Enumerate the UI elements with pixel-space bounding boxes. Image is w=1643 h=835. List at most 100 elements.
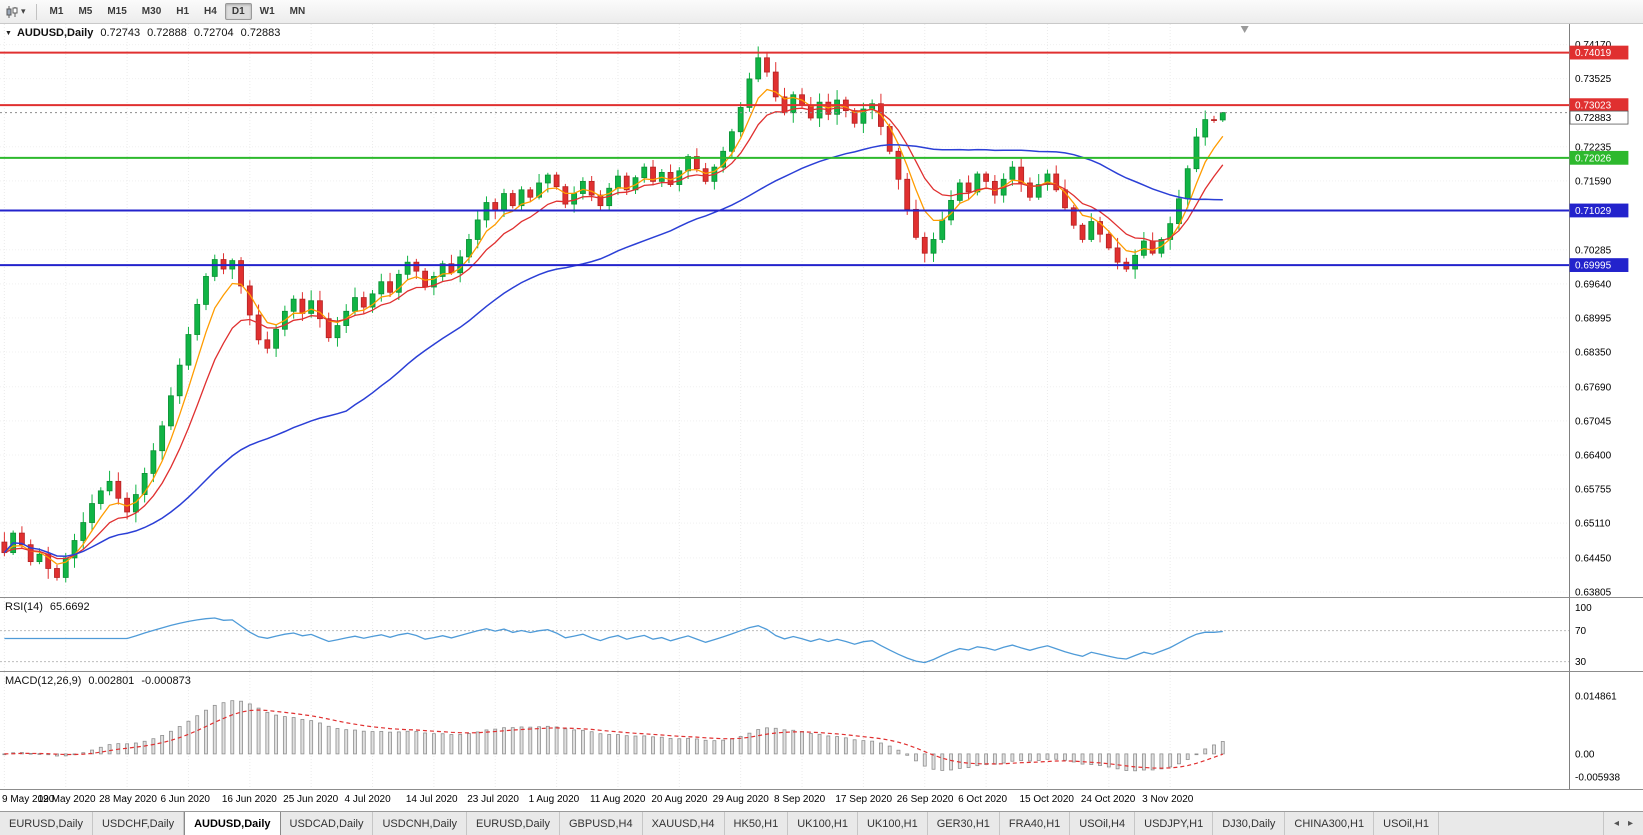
chart-type-dropdown-caret-icon[interactable]: ▾ bbox=[21, 6, 26, 16]
date-tick-label: 17 Sep 2020 bbox=[835, 794, 893, 805]
macd-main-value: 0.002801 bbox=[88, 675, 135, 687]
svg-text:0.00: 0.00 bbox=[1575, 749, 1595, 760]
svg-text:0.66400: 0.66400 bbox=[1575, 450, 1612, 461]
pane-splitter[interactable] bbox=[0, 597, 1643, 598]
macd-header: MACD(12,26,9) 0.002801 -0.000873 bbox=[5, 675, 191, 687]
svg-text:0.63805: 0.63805 bbox=[1575, 587, 1612, 597]
rsi-indicator-pane[interactable]: 100 70 30 RSI(14) 65.6692 bbox=[0, 598, 1643, 671]
svg-text:0.74019: 0.74019 bbox=[1575, 48, 1612, 59]
chart-tab-gbpusd-h4[interactable]: GBPUSD,H4 bbox=[560, 812, 643, 835]
timeframe-h4-button[interactable]: H4 bbox=[197, 3, 224, 20]
chart-ohlc-header: ▼ AUDUSD,Daily 0.72743 0.72888 0.72704 0… bbox=[5, 27, 280, 39]
timeframe-h1-button[interactable]: H1 bbox=[169, 3, 196, 20]
pane-splitter[interactable] bbox=[0, 671, 1643, 672]
svg-text:30: 30 bbox=[1575, 657, 1587, 668]
svg-text:0.72026: 0.72026 bbox=[1575, 153, 1612, 164]
symbol-timeframe-label: AUDUSD,Daily bbox=[16, 27, 94, 39]
chart-tab-uk100-h1[interactable]: UK100,H1 bbox=[857, 812, 928, 835]
tab-scroll-left-button[interactable]: ◂ bbox=[1613, 818, 1619, 829]
svg-text:0.68350: 0.68350 bbox=[1575, 347, 1612, 358]
chart-tab-usdcnh-daily[interactable]: USDCNH,Daily bbox=[373, 812, 468, 835]
chart-tab-ger30-h1[interactable]: GER30,H1 bbox=[927, 812, 1000, 835]
ohlc-open-value: 0.72743 bbox=[100, 27, 141, 39]
svg-text:0.67690: 0.67690 bbox=[1575, 382, 1612, 393]
timeframe-m5-button[interactable]: M5 bbox=[71, 3, 99, 20]
chart-tab-dj30-daily[interactable]: DJ30,Daily bbox=[1213, 812, 1286, 835]
symbol-caret-icon[interactable]: ▼ bbox=[5, 29, 12, 37]
date-tick-label: 6 Oct 2020 bbox=[958, 794, 1008, 805]
tab-scroll-right-button[interactable]: ▸ bbox=[1627, 818, 1633, 829]
chart-window: 0.74170 0.73525 0.72235 0.71590 0.70285 0.696… bbox=[0, 24, 1643, 811]
chart-tab-fra40-h1[interactable]: FRA40,H1 bbox=[999, 812, 1071, 835]
chart-tab-usdchf-daily[interactable]: USDCHF,Daily bbox=[92, 812, 185, 835]
svg-text:0.72883: 0.72883 bbox=[1575, 113, 1612, 124]
svg-text:0.67045: 0.67045 bbox=[1575, 416, 1612, 427]
svg-text:0.72235: 0.72235 bbox=[1575, 142, 1612, 153]
toolbar-separator bbox=[35, 3, 37, 20]
date-tick-label: 8 Sep 2020 bbox=[774, 794, 826, 805]
candlestick-chart-icon[interactable] bbox=[5, 5, 20, 19]
chart-tab-usoil-h1[interactable]: USOil,H1 bbox=[1374, 812, 1439, 835]
date-tick-label: 14 Jul 2020 bbox=[405, 794, 458, 805]
date-tick-label: 1 Aug 2020 bbox=[528, 794, 580, 805]
chart-tab-bar: EURUSD,Daily USDCHF,Daily AUDUSD,Daily USDC… bbox=[0, 811, 1643, 835]
date-tick-label: 6 Jun 2020 bbox=[160, 794, 210, 805]
svg-text:0.74170: 0.74170 bbox=[1575, 40, 1612, 51]
date-tick-label: 11 Aug 2020 bbox=[589, 794, 646, 805]
svg-text:0.64450: 0.64450 bbox=[1575, 553, 1612, 564]
svg-text:0.71029: 0.71029 bbox=[1575, 206, 1612, 217]
tab-scroll-arrows: ◂ ▸ bbox=[1602, 812, 1643, 835]
chart-tab-usdjpy-h1[interactable]: USDJPY,H1 bbox=[1135, 812, 1214, 835]
svg-text:0.69640: 0.69640 bbox=[1575, 279, 1612, 290]
chart-tab-xauusd-h4[interactable]: XAUUSD,H4 bbox=[642, 812, 725, 835]
svg-text:0.68995: 0.68995 bbox=[1575, 313, 1612, 324]
svg-text:0.014861: 0.014861 bbox=[1575, 691, 1617, 702]
svg-text:0.65755: 0.65755 bbox=[1575, 485, 1612, 496]
chart-tab-eurusd-daily[interactable]: EURUSD,Daily bbox=[467, 812, 560, 835]
svg-text:100: 100 bbox=[1575, 603, 1592, 614]
pane-splitter[interactable] bbox=[0, 789, 1643, 790]
time-axis[interactable]: 9 May 2020 19 May 2020 28 May 2020 6 Jun 20… bbox=[0, 790, 1643, 810]
timeframe-m1-button[interactable]: M1 bbox=[43, 3, 71, 20]
date-tick-label: 9 May 2020 bbox=[2, 794, 55, 805]
date-tick-label: 24 Oct 2020 bbox=[1080, 794, 1136, 805]
chart-tab-hk50-h1[interactable]: HK50,H1 bbox=[724, 812, 789, 835]
chart-tab-uk100-h1[interactable]: UK100,H1 bbox=[788, 812, 858, 835]
svg-text:0.65110: 0.65110 bbox=[1575, 519, 1611, 530]
svg-text:0.69995: 0.69995 bbox=[1575, 261, 1612, 272]
chart-tab-usoil-h4[interactable]: USOil,H4 bbox=[1070, 812, 1136, 835]
date-tick-label: 26 Sep 2020 bbox=[896, 794, 954, 805]
ohlc-close-value: 0.72883 bbox=[240, 27, 281, 39]
date-tick-label: 20 Aug 2020 bbox=[651, 794, 708, 805]
chart-tab-audusd-daily[interactable]: AUDUSD,Daily bbox=[184, 812, 281, 835]
timeframe-m15-button[interactable]: M15 bbox=[100, 3, 133, 20]
svg-text:0.73525: 0.73525 bbox=[1575, 74, 1612, 85]
svg-text:0.71590: 0.71590 bbox=[1575, 176, 1612, 187]
date-tick-label: 25 Jun 2020 bbox=[283, 794, 339, 805]
top-toolbar: ▾ M1 M5 M15 M30 H1 H4 D1 W1 MN bbox=[0, 0, 1643, 24]
macd-indicator-pane[interactable]: 0.014861 0.00 -0.005938 MACD(12,26,9) 0.00… bbox=[0, 672, 1643, 789]
timeframe-mn-button[interactable]: MN bbox=[283, 3, 313, 20]
timeframe-w1-button[interactable]: W1 bbox=[253, 3, 282, 20]
date-tick-label: 23 Jul 2020 bbox=[467, 794, 519, 805]
timeframe-m30-button[interactable]: M30 bbox=[135, 3, 168, 20]
macd-signal-value: -0.000873 bbox=[141, 675, 191, 687]
svg-text:-0.005938: -0.005938 bbox=[1575, 773, 1620, 784]
chart-tab-eurusd-daily[interactable]: EURUSD,Daily bbox=[0, 812, 93, 835]
rsi-value: 65.6692 bbox=[49, 601, 90, 613]
date-tick-label: 4 Jul 2020 bbox=[344, 794, 391, 805]
ohlc-low-value: 0.72704 bbox=[193, 27, 234, 39]
date-tick-label: 3 Nov 2020 bbox=[1142, 794, 1194, 805]
date-tick-label: 19 May 2020 bbox=[37, 794, 96, 805]
chart-tabs: EURUSD,Daily USDCHF,Daily AUDUSD,Daily USDC… bbox=[0, 812, 1439, 835]
timeframe-d1-button[interactable]: D1 bbox=[224, 3, 252, 20]
price-chart-pane[interactable]: 0.74170 0.73525 0.72235 0.71590 0.70285 0.696… bbox=[0, 24, 1643, 597]
svg-text:0.70285: 0.70285 bbox=[1575, 245, 1612, 256]
ohlc-high-value: 0.72888 bbox=[147, 27, 187, 39]
macd-label: MACD(12,26,9) bbox=[5, 675, 82, 687]
timeframe-button-group: M1 M5 M15 M30 H1 H4 D1 W1 MN bbox=[43, 3, 313, 20]
chart-tab-china300-h1[interactable]: CHINA300,H1 bbox=[1285, 812, 1375, 835]
date-tick-label: 28 May 2020 bbox=[99, 794, 157, 805]
chart-tab-usdcad-daily[interactable]: USDCAD,Daily bbox=[280, 812, 374, 835]
svg-text:0.73023: 0.73023 bbox=[1575, 101, 1612, 112]
